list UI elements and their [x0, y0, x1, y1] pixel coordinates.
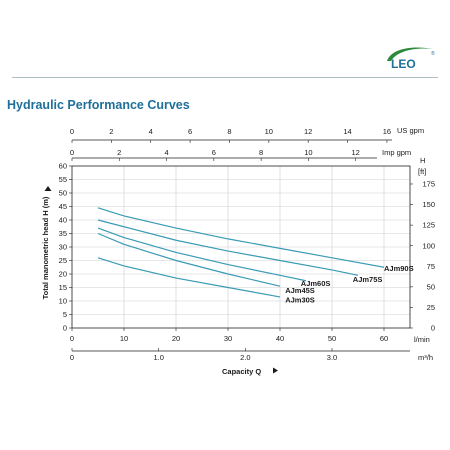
bottom-tick-label: 60 — [380, 334, 388, 343]
curve-label-ajm75s: AJm75S — [353, 275, 383, 284]
grid — [72, 166, 410, 328]
us-gpm-tick-label: 0 — [70, 127, 74, 136]
curve-label-ajm45s: AJm45S — [285, 286, 315, 295]
left-tick-label: 25 — [59, 256, 67, 265]
bottom-tick-label: 50 — [328, 334, 336, 343]
us-gpm-tick-label: 6 — [188, 127, 192, 136]
m3h-tick-label: 0 — [70, 353, 74, 362]
curve-ajm60s — [97, 227, 307, 282]
curve-ajm45s — [97, 232, 281, 287]
m3h-tick-label: 3.0 — [327, 353, 337, 362]
left-tick-label: 40 — [59, 216, 67, 225]
top-axis-imp-ticks: 0 2 4 6 8 10 12 — [70, 148, 360, 161]
us-gpm-tick-label: 14 — [343, 127, 351, 136]
left-tick-label: 35 — [59, 229, 67, 238]
x-axis-arrow-icon — [273, 367, 278, 374]
left-tick-label: 5 — [63, 310, 67, 319]
left-tick-label: 20 — [59, 270, 67, 279]
left-tick-label: 30 — [59, 243, 67, 252]
header-divider — [12, 77, 438, 78]
curve-ajm75s — [97, 219, 359, 276]
curve-ajm90s — [97, 207, 385, 268]
leo-logo-swoosh — [387, 47, 433, 61]
right-tick-label: 25 — [427, 303, 435, 312]
imp-gpm-tick-label: 8 — [259, 148, 263, 157]
us-gpm-tick-label: 16 — [383, 127, 391, 136]
curve-label-ajm90s: AJm90S — [384, 264, 414, 273]
bottom-axis-lmin-unit: l/min — [414, 335, 430, 344]
left-tick-label: 50 — [59, 189, 67, 198]
left-axis-ticks: 0 5 10 15 20 25 30 35 40 45 50 55 60 — [59, 162, 72, 333]
us-gpm-tick-label: 2 — [109, 127, 113, 136]
curve-label-ajm60s: AJm60S — [301, 279, 331, 288]
bottom-tick-label: 20 — [172, 334, 180, 343]
us-gpm-tick-label: 12 — [304, 127, 312, 136]
y-axis-title: Total manometric head H (m) — [41, 196, 50, 299]
imp-gpm-tick-label: 0 — [70, 148, 74, 157]
top-axis-imp-unit: Imp gpm — [382, 148, 411, 157]
imp-gpm-tick-label: 10 — [304, 148, 312, 157]
left-tick-label: 10 — [59, 297, 67, 306]
right-axis-unit-ft: [ft] — [418, 167, 426, 176]
imp-gpm-tick-label: 2 — [117, 148, 121, 157]
right-tick-label: 100 — [422, 241, 435, 250]
left-tick-label: 60 — [59, 162, 67, 171]
right-tick-label: 0 — [431, 324, 435, 333]
us-gpm-tick-label: 4 — [149, 127, 153, 136]
right-tick-label: 175 — [422, 180, 435, 189]
top-axis-us-unit: US gpm — [397, 126, 424, 135]
bottom-axis-lmin-ticks: 0 10 20 30 40 50 60 — [70, 328, 388, 343]
left-tick-label: 0 — [63, 324, 67, 333]
page-title: Hydraulic Performance Curves — [7, 98, 190, 112]
left-tick-label: 15 — [59, 283, 67, 292]
us-gpm-tick-label: 10 — [265, 127, 273, 136]
bottom-tick-label: 10 — [120, 334, 128, 343]
m3h-tick-label: 2.0 — [240, 353, 250, 362]
right-tick-label: 125 — [422, 221, 435, 230]
bottom-tick-label: 30 — [224, 334, 232, 343]
imp-gpm-tick-label: 4 — [164, 148, 168, 157]
right-axis-ticks: 0 25 50 75 100 125 150 175 — [410, 180, 435, 333]
left-tick-label: 55 — [59, 175, 67, 184]
imp-gpm-tick-label: 12 — [351, 148, 359, 157]
m3h-tick-label: 1.0 — [153, 353, 163, 362]
top-axis-us-ticks: 0 2 4 6 8 10 12 14 16 — [70, 127, 391, 143]
curve-ajm30s — [97, 257, 281, 298]
imp-gpm-tick-label: 6 — [212, 148, 216, 157]
leo-logo-registered: ® — [431, 50, 435, 57]
bottom-axis-m3h-unit: m³/h — [418, 353, 433, 362]
bottom-tick-label: 0 — [70, 334, 74, 343]
left-tick-label: 45 — [59, 202, 67, 211]
leo-logo: LEO ® — [387, 47, 435, 71]
curve-label-ajm30s: AJm30S — [285, 295, 315, 304]
right-tick-label: 150 — [422, 200, 435, 209]
x-axis-title: Capacity Q — [222, 367, 261, 376]
right-tick-label: 75 — [427, 262, 435, 271]
right-axis-unit: H — [420, 156, 425, 165]
bottom-axis-m3h-ticks: 0 1.0 2.0 3.0 — [70, 348, 337, 362]
bottom-tick-label: 40 — [276, 334, 284, 343]
y-axis-arrow-icon — [44, 186, 52, 191]
leo-logo-text: LEO — [391, 57, 416, 71]
us-gpm-tick-label: 8 — [227, 127, 231, 136]
right-tick-label: 50 — [427, 282, 435, 291]
